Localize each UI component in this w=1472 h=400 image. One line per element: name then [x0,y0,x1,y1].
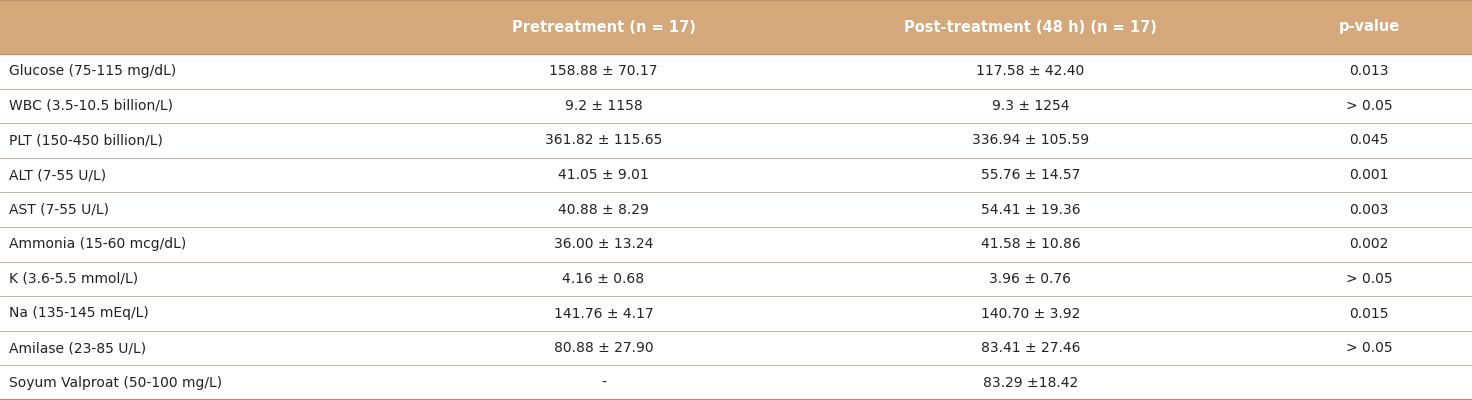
Text: K (3.6-5.5 mmol/L): K (3.6-5.5 mmol/L) [9,272,138,286]
Text: 83.41 ± 27.46: 83.41 ± 27.46 [980,341,1080,355]
Text: > 0.05: > 0.05 [1345,272,1393,286]
Text: Post-treatment (48 h) (n = 17): Post-treatment (48 h) (n = 17) [904,20,1157,34]
Text: ALT (7-55 U/L): ALT (7-55 U/L) [9,168,106,182]
Text: 0.013: 0.013 [1350,64,1388,78]
Bar [0,123,1472,158]
Text: 336.94 ± 105.59: 336.94 ± 105.59 [972,134,1089,148]
Text: 36.00 ± 13.24: 36.00 ± 13.24 [553,237,654,251]
Bar [0,262,1472,296]
Text: Ammonia (15-60 mcg/dL): Ammonia (15-60 mcg/dL) [9,237,185,251]
Bar [0,0,1472,54]
Text: 117.58 ± 42.40: 117.58 ± 42.40 [976,64,1085,78]
Text: 0.002: 0.002 [1350,237,1388,251]
Text: 41.58 ± 10.86: 41.58 ± 10.86 [980,237,1080,251]
Text: 41.05 ± 9.01: 41.05 ± 9.01 [558,168,649,182]
Text: > 0.05: > 0.05 [1345,99,1393,113]
Text: -: - [601,376,606,390]
Text: Pretreatment (n = 17): Pretreatment (n = 17) [512,20,695,34]
Text: AST (7-55 U/L): AST (7-55 U/L) [9,203,109,217]
Text: p-value: p-value [1338,20,1400,34]
Text: 361.82 ± 115.65: 361.82 ± 115.65 [545,134,662,148]
Text: 0.015: 0.015 [1350,306,1388,320]
Text: > 0.05: > 0.05 [1345,341,1393,355]
Bar [0,296,1472,331]
Text: 9.3 ± 1254: 9.3 ± 1254 [992,99,1069,113]
Text: 158.88 ± 70.17: 158.88 ± 70.17 [549,64,658,78]
Bar [0,54,1472,89]
Text: Amilase (23-85 U/L): Amilase (23-85 U/L) [9,341,146,355]
Text: WBC (3.5-10.5 billion/L): WBC (3.5-10.5 billion/L) [9,99,172,113]
Bar [0,227,1472,262]
Text: 40.88 ± 8.29: 40.88 ± 8.29 [558,203,649,217]
Bar [0,366,1472,400]
Text: Glucose (75-115 mg/dL): Glucose (75-115 mg/dL) [9,64,177,78]
Text: 0.003: 0.003 [1350,203,1388,217]
Bar [0,158,1472,192]
Text: 55.76 ± 14.57: 55.76 ± 14.57 [980,168,1080,182]
Text: 4.16 ± 0.68: 4.16 ± 0.68 [562,272,645,286]
Text: 141.76 ± 4.17: 141.76 ± 4.17 [553,306,654,320]
Text: 80.88 ± 27.90: 80.88 ± 27.90 [553,341,654,355]
Text: 0.045: 0.045 [1350,134,1388,148]
Text: 9.2 ± 1158: 9.2 ± 1158 [565,99,642,113]
Text: 83.29 ±18.42: 83.29 ±18.42 [983,376,1078,390]
Text: 54.41 ± 19.36: 54.41 ± 19.36 [980,203,1080,217]
Text: 3.96 ± 0.76: 3.96 ± 0.76 [989,272,1072,286]
Text: 0.001: 0.001 [1350,168,1388,182]
Bar [0,89,1472,123]
Bar [0,192,1472,227]
Text: PLT (150-450 billion/L): PLT (150-450 billion/L) [9,134,163,148]
Bar [0,331,1472,366]
Text: Soyum Valproat (50-100 mg/L): Soyum Valproat (50-100 mg/L) [9,376,222,390]
Text: Na (135-145 mEq/L): Na (135-145 mEq/L) [9,306,149,320]
Text: 140.70 ± 3.92: 140.70 ± 3.92 [980,306,1080,320]
